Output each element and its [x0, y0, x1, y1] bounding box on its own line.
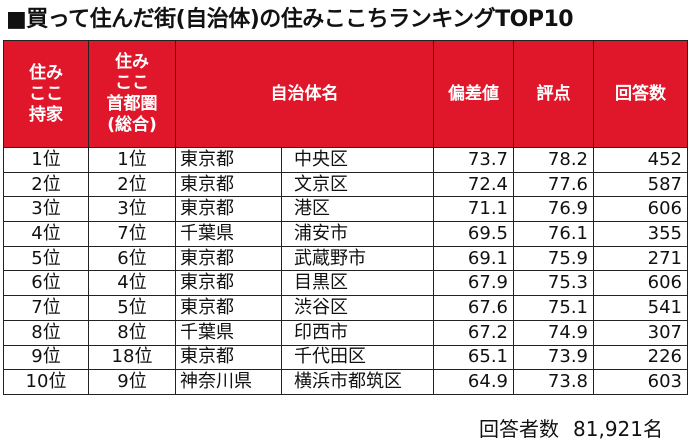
rank-metro-cell: 7位 [88, 221, 176, 247]
respondent-count-label: 回答者数 [479, 417, 560, 441]
score-cell: 75.3 [513, 270, 594, 297]
deviation-cell: 71.1 [433, 196, 514, 223]
city-cell: 港区 [281, 196, 434, 223]
header-rank-metro: 住み ここ 首都圏 (総合) [88, 40, 176, 148]
responses-cell: 541 [593, 295, 688, 321]
rank-metro-cell: 8位 [88, 319, 176, 346]
city-cell: 文京区 [281, 171, 434, 198]
prefecture-cell: 東京都 [175, 295, 282, 321]
score-cell: 75.9 [513, 245, 594, 272]
page-title: ■買って住んだ街(自治体)の住みここちランキングTOP10 [6, 7, 574, 32]
respondent-count: 回答者数 81,921名 [479, 414, 663, 444]
rank-home-cell: 8位 [3, 319, 89, 346]
respondent-count-value: 81,921名 [573, 417, 663, 441]
table-row: 10位 9位 神奈川県 横浜市都筑区 64.9 73.8 603 [3, 369, 688, 395]
header-rank-home-label: 住み ここ 持家 [29, 62, 63, 125]
city-cell: 中央区 [281, 147, 434, 173]
table-row: 1位 1位 東京都 中央区 73.7 78.2 452 [3, 147, 688, 173]
header-rank-home: 住み ここ 持家 [3, 40, 89, 148]
table-row: 9位 18位 東京都 千代田区 65.1 73.9 226 [3, 344, 688, 371]
header-deviation: 偏差値 [433, 40, 514, 148]
prefecture-cell: 東京都 [175, 171, 282, 198]
header-rank-metro-label: 住み ここ 首都圏 (総合) [106, 52, 158, 135]
prefecture-cell: 東京都 [175, 270, 282, 297]
score-cell: 78.2 [513, 147, 594, 173]
table-body: 1位 1位 東京都 中央区 73.7 78.2 452 2位 2位 東京都 文京区 72.4 77.6 5… [3, 147, 688, 395]
city-cell: 渋谷区 [281, 295, 434, 321]
responses-cell: 606 [593, 270, 688, 297]
city-cell: 印西市 [281, 319, 434, 346]
city-cell: 横浜市都筑区 [281, 369, 434, 395]
table-row: 8位 8位 千葉県 印西市 67.2 74.9 307 [3, 319, 688, 346]
prefecture-cell: 東京都 [175, 245, 282, 272]
responses-cell: 606 [593, 196, 688, 223]
city-cell: 千代田区 [281, 344, 434, 371]
rank-home-cell: 5位 [3, 245, 89, 272]
city-cell: 浦安市 [281, 221, 434, 247]
deviation-cell: 69.1 [433, 245, 514, 272]
prefecture-cell: 東京都 [175, 344, 282, 371]
rank-metro-cell: 1位 [88, 147, 176, 173]
rank-home-cell: 10位 [3, 369, 89, 395]
city-cell: 武蔵野市 [281, 245, 434, 272]
responses-cell: 271 [593, 245, 688, 272]
score-cell: 73.9 [513, 344, 594, 371]
rank-metro-cell: 5位 [88, 295, 176, 321]
table-row: 3位 3位 東京都 港区 71.1 76.9 606 [3, 196, 688, 223]
deviation-cell: 65.1 [433, 344, 514, 371]
header-responses: 回答数 [593, 40, 688, 148]
prefecture-cell: 東京都 [175, 147, 282, 173]
prefecture-cell: 千葉県 [175, 221, 282, 247]
rank-home-cell: 9位 [3, 344, 89, 371]
rank-metro-cell: 9位 [88, 369, 176, 395]
rank-metro-cell: 4位 [88, 270, 176, 297]
ranking-table: 住み ここ 持家 住み ここ 首都圏 (総合) 自治体名 偏差値 評点 回答数 1位 1位東… [3, 40, 688, 395]
score-cell: 76.9 [513, 196, 594, 223]
prefecture-cell: 神奈川県 [175, 369, 282, 395]
responses-cell: 355 [593, 221, 688, 247]
deviation-cell: 67.6 [433, 295, 514, 321]
rank-metro-cell: 2位 [88, 171, 176, 198]
table-row: 7位 5位 東京都 渋谷区 67.6 75.1 541 [3, 295, 688, 321]
score-cell: 76.1 [513, 221, 594, 247]
responses-cell: 452 [593, 147, 688, 173]
prefecture-cell: 東京都 [175, 196, 282, 223]
rank-home-cell: 3位 [3, 196, 89, 223]
prefecture-cell: 千葉県 [175, 319, 282, 346]
deviation-cell: 64.9 [433, 369, 514, 395]
table-row: 6位 4位 東京都 目黒区 67.9 75.3 606 [3, 270, 688, 297]
rank-metro-cell: 3位 [88, 196, 176, 223]
rank-home-cell: 2位 [3, 171, 89, 198]
rank-metro-cell: 18位 [88, 344, 176, 371]
score-cell: 77.6 [513, 171, 594, 198]
rank-home-cell: 1位 [3, 147, 89, 173]
table-row: 2位 2位 東京都 文京区 72.4 77.6 587 [3, 171, 688, 198]
deviation-cell: 67.2 [433, 319, 514, 346]
responses-cell: 587 [593, 171, 688, 198]
table-row: 4位 7位 千葉県 浦安市 69.5 76.1 355 [3, 221, 688, 247]
header-score: 評点 [513, 40, 594, 148]
deviation-cell: 67.9 [433, 270, 514, 297]
responses-cell: 226 [593, 344, 688, 371]
rank-home-cell: 4位 [3, 221, 89, 247]
rank-metro-cell: 6位 [88, 245, 176, 272]
city-cell: 目黒区 [281, 270, 434, 297]
responses-cell: 603 [593, 369, 688, 395]
rank-home-cell: 6位 [3, 270, 89, 297]
table-header: 住み ここ 持家 住み ここ 首都圏 (総合) 自治体名 偏差値 評点 回答数 [3, 40, 688, 148]
responses-cell: 307 [593, 319, 688, 346]
rank-home-cell: 7位 [3, 295, 89, 321]
deviation-cell: 73.7 [433, 147, 514, 173]
score-cell: 75.1 [513, 295, 594, 321]
score-cell: 74.9 [513, 319, 594, 346]
table-row: 5位 6位 東京都 武蔵野市 69.1 75.9 271 [3, 245, 688, 272]
deviation-cell: 72.4 [433, 171, 514, 198]
deviation-cell: 69.5 [433, 221, 514, 247]
header-municipality: 自治体名 [175, 40, 434, 148]
score-cell: 73.8 [513, 369, 594, 395]
